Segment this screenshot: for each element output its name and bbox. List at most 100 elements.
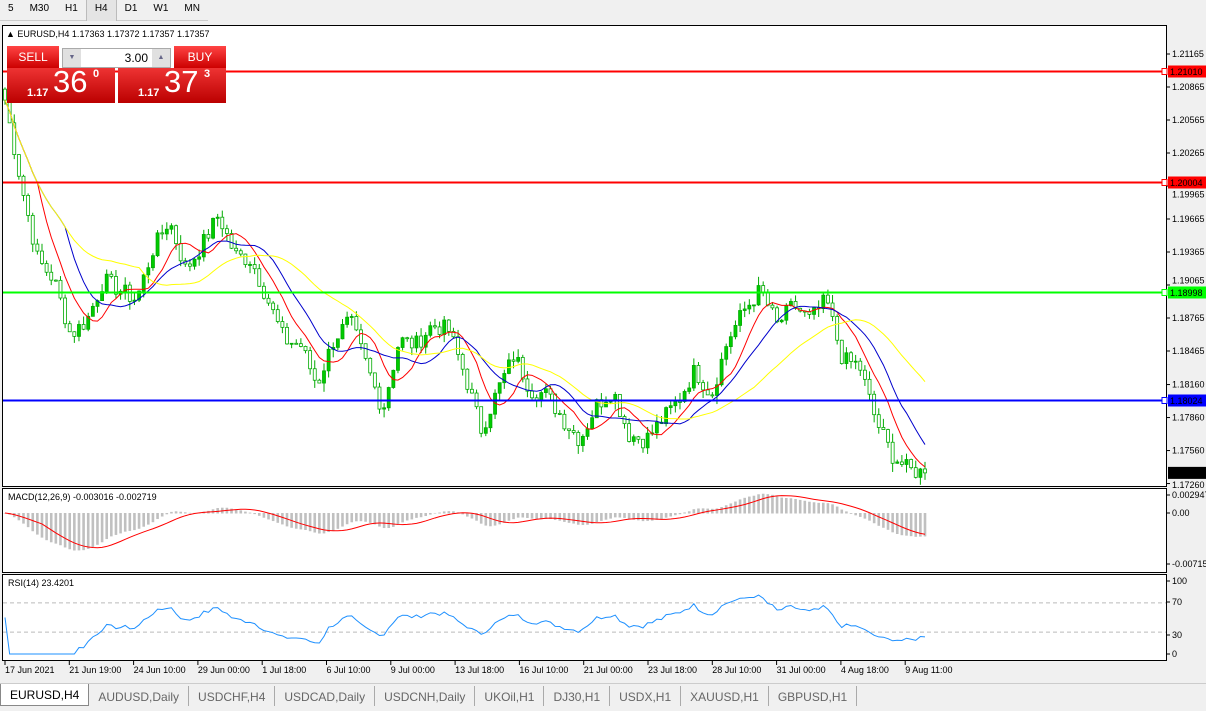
macd-histogram-bar <box>281 513 284 525</box>
macd-histogram-bar <box>96 513 99 545</box>
chart-tab[interactable]: USDCHF,H4 <box>189 686 276 706</box>
bull-candle <box>155 232 160 257</box>
bear-candle <box>178 243 183 262</box>
bull-candle <box>853 360 858 363</box>
bear-candle <box>280 321 285 328</box>
bear-candle <box>174 225 178 244</box>
macd-histogram-bar <box>711 508 714 514</box>
chart-tab[interactable]: XAUUSD,H1 <box>681 686 769 706</box>
macd-histogram-bar <box>868 513 871 521</box>
macd-histogram-bar <box>683 512 686 514</box>
buy-button[interactable]: BUY <box>174 46 226 68</box>
one-click-trading-panel: SELL ▼ 3.00 ▲ BUY 1.17 36 0 1.17 37 3 <box>7 46 226 103</box>
tf-h4[interactable]: H4 <box>85 0 117 21</box>
lot-input[interactable]: 3.00 <box>124 51 148 65</box>
bear-candle <box>835 316 840 341</box>
macd-tick-label: 0.00 <box>1172 508 1190 518</box>
bull-candle <box>604 401 608 408</box>
bull-candle <box>428 325 433 336</box>
chart-tab[interactable]: UKOil,H1 <box>475 686 545 706</box>
bear-candle <box>188 263 192 267</box>
buy-price[interactable]: 1.17 37 3 <box>118 64 226 103</box>
price-label-bg <box>1168 176 1206 189</box>
macd-histogram-bar <box>687 511 691 514</box>
bear-candle <box>761 285 766 293</box>
macd-histogram-bar <box>429 513 432 515</box>
tf-h1[interactable]: H1 <box>65 3 78 14</box>
sell-button[interactable]: SELL <box>7 46 59 68</box>
sell-price[interactable]: 1.17 36 0 <box>7 64 115 103</box>
sell-price-fraction: 0 <box>93 68 100 80</box>
bear-candle <box>368 357 373 374</box>
bull-candle <box>668 405 673 408</box>
macd-histogram-bar <box>378 513 381 527</box>
bear-candle <box>354 316 359 331</box>
bear-candle <box>225 228 229 234</box>
bull-candle <box>488 413 493 429</box>
bear-candle <box>576 432 581 446</box>
bull-candle <box>151 255 155 269</box>
macd-histogram-bar <box>729 503 733 514</box>
x-tick-label: 4 Aug 18:00 <box>841 665 889 675</box>
tf-m30[interactable]: M30 <box>29 3 50 14</box>
macd-histogram-bar <box>442 511 446 514</box>
tf-m5[interactable]: 5 <box>8 3 14 14</box>
chart-tab[interactable]: DJ30,H1 <box>544 686 611 706</box>
tf-d1[interactable]: D1 <box>124 3 138 14</box>
bear-candle <box>275 309 280 322</box>
chart-tab[interactable]: USDCNH,Daily <box>375 686 476 706</box>
chart-tab[interactable]: GBPUSD,H1 <box>769 686 858 706</box>
macd-histogram-bar <box>530 513 534 519</box>
macd-histogram-bar <box>613 513 617 518</box>
macd-histogram-bar <box>590 513 594 524</box>
macd-histogram-bar <box>544 513 548 520</box>
macd-histogram-bar <box>68 513 72 550</box>
moving-average-line <box>4 99 926 445</box>
tf-w1[interactable]: W1 <box>153 3 169 14</box>
bear-candle <box>886 429 890 443</box>
bear-candle <box>359 329 363 345</box>
macd-histogram-bar <box>327 513 330 533</box>
macd-histogram-bar <box>669 513 673 517</box>
bear-candle <box>419 335 423 348</box>
macd-histogram-bar <box>831 504 834 514</box>
bear-candle <box>437 326 442 335</box>
macd-histogram-bar <box>618 513 622 518</box>
bull-candle <box>248 264 252 266</box>
y-tick-label: 1.17860 <box>1172 413 1205 423</box>
macd-histogram-bar <box>447 511 451 514</box>
macd-histogram-bar <box>405 513 409 521</box>
macd-histogram-bar <box>336 513 340 529</box>
macd-histogram-bar <box>697 508 700 514</box>
bull-candle <box>812 307 816 315</box>
macd-histogram-bar <box>858 513 862 517</box>
lot-stepper[interactable]: ▼ 3.00 ▲ <box>62 48 171 68</box>
bull-candle <box>673 401 678 407</box>
buy-price-pips: 37 <box>164 64 199 99</box>
bull-candle <box>141 274 146 292</box>
macd-histogram-bar <box>313 513 317 533</box>
macd-histogram-bar <box>789 498 793 514</box>
macd-histogram-bar <box>142 513 145 527</box>
bear-candle <box>909 459 914 469</box>
lot-increase-icon[interactable]: ▲ <box>152 49 170 67</box>
bear-candle <box>701 382 705 391</box>
bear-candle <box>26 195 31 216</box>
price-chart[interactable]: 1.21165 1.20865 1.20565 1.20265 1.19965 1.196… <box>0 0 1206 683</box>
macd-histogram-bar <box>308 513 312 532</box>
line-handle-icon <box>1161 68 1168 75</box>
tf-mn[interactable]: MN <box>184 3 200 14</box>
lot-decrease-icon[interactable]: ▼ <box>63 49 81 67</box>
bear-candle <box>220 216 225 230</box>
chart-tab[interactable]: USDCAD,Daily <box>275 686 376 706</box>
current-price-bg <box>1168 466 1206 479</box>
macd-histogram-bar <box>498 513 501 525</box>
chart-tab[interactable]: AUDUSD,Daily <box>89 686 190 706</box>
chart-tab[interactable]: USDX,H1 <box>610 686 682 706</box>
macd-tick-label: -0.00715 <box>1172 559 1206 569</box>
macd-histogram-bar <box>234 509 238 514</box>
rsi-tick-label: 30 <box>1172 630 1182 640</box>
bear-candle <box>238 250 243 255</box>
macd-histogram-bar <box>567 513 571 523</box>
chart-tab[interactable]: EURUSD,H4 <box>0 684 90 706</box>
